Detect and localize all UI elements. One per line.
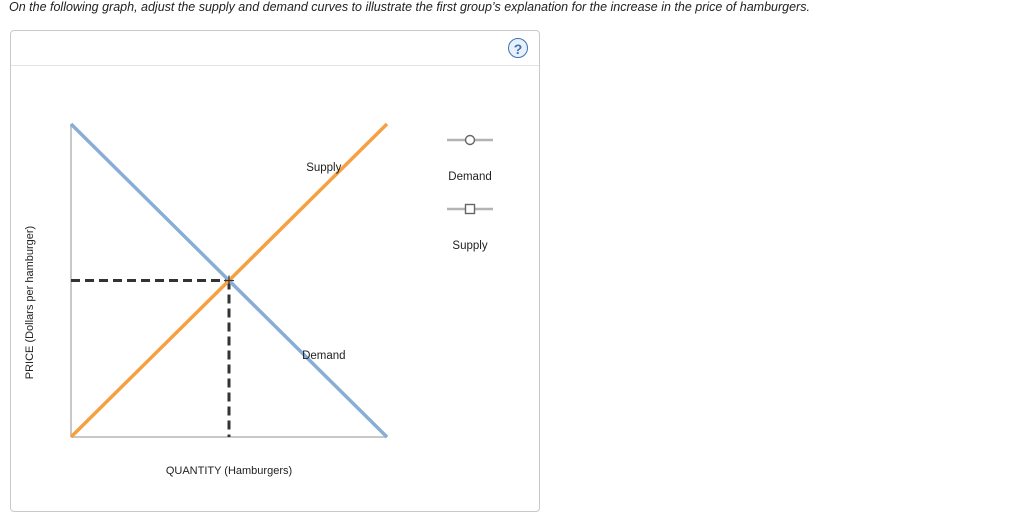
legend-item-supply[interactable]: Supply [447, 203, 493, 253]
supply-curve-label: Supply [306, 162, 341, 174]
y-axis-label: PRICE (Dollars per hamburger) [24, 226, 36, 379]
panel-toolbar [11, 31, 539, 66]
equilibrium-guides [71, 279, 231, 437]
legend: Demand Supply [447, 134, 493, 253]
circle-marker-icon [464, 134, 476, 146]
legend-label-demand: Demand [448, 171, 491, 183]
instruction-text: On the following graph, adjust the suppl… [9, 0, 810, 14]
curves: Demand Supply [69, 122, 389, 439]
x-axis-label: QUANTITY (Hamburgers) [166, 465, 292, 477]
square-marker-icon [464, 203, 476, 215]
legend-item-demand[interactable]: Demand [447, 134, 493, 184]
demand-curve-label: Demand [302, 350, 345, 362]
help-button[interactable]: ? [508, 38, 528, 58]
legend-label-supply: Supply [452, 240, 487, 252]
graph-panel: ? [10, 30, 540, 512]
